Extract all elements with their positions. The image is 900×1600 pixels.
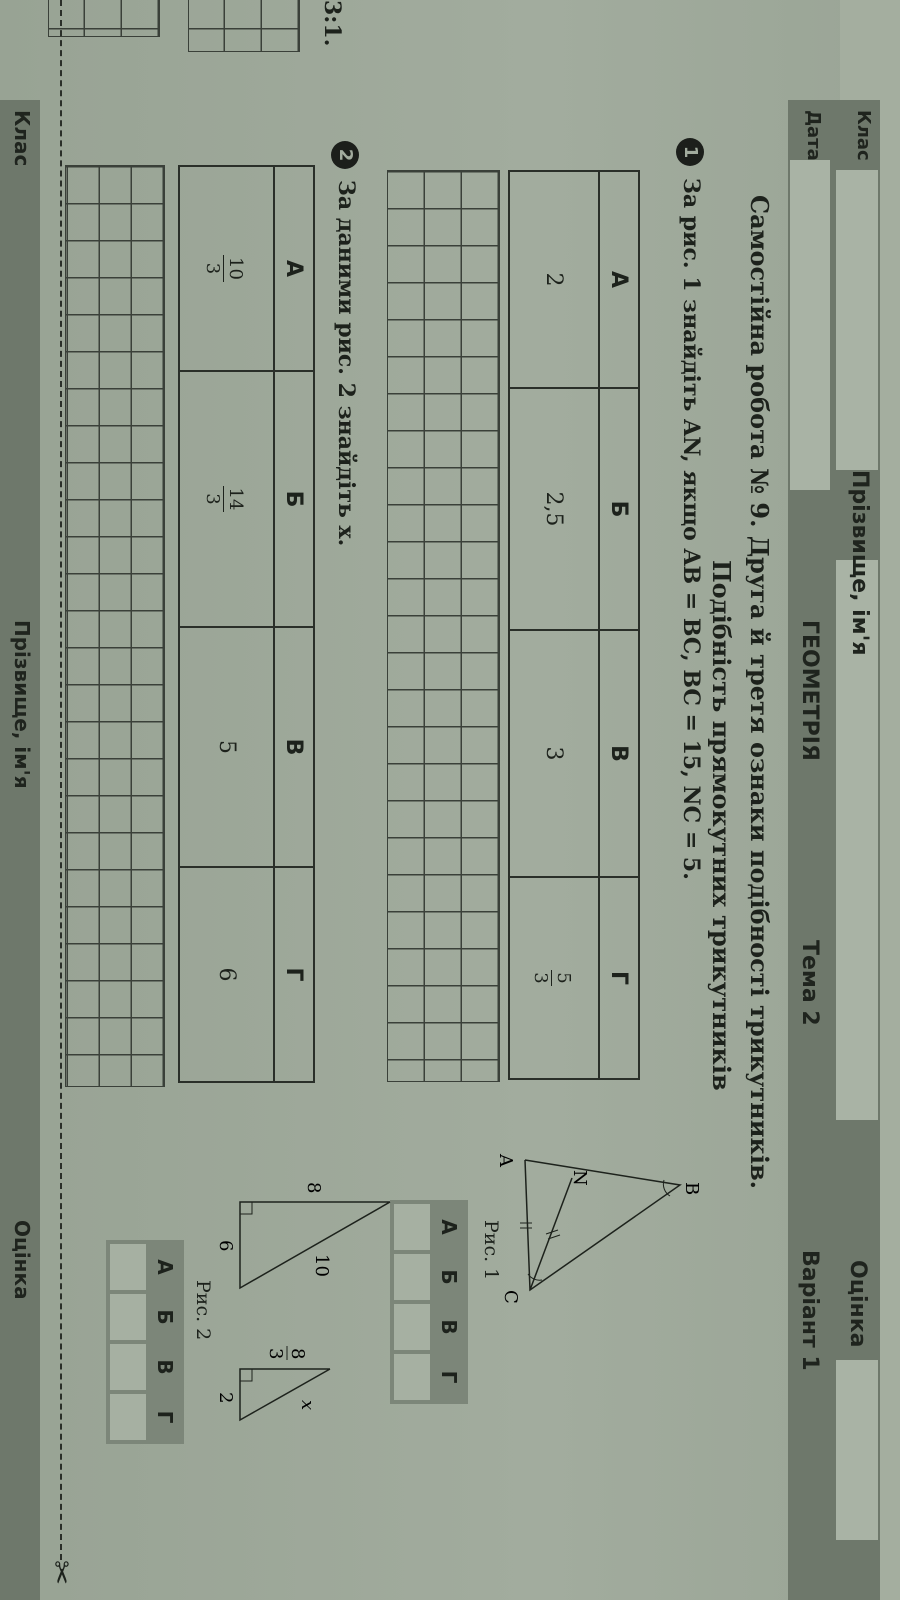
option-b-value: 2,5 [509, 388, 599, 630]
previous-page-grid [188, 0, 300, 52]
answer-box-d[interactable] [110, 1394, 146, 1440]
option-b-header: Б [599, 388, 639, 630]
option-d-header: Г [274, 867, 314, 1082]
cut-line [60, 0, 62, 1560]
previous-page-grid [48, 0, 160, 37]
big-hypotenuse-10: 10 [311, 1254, 332, 1277]
footer-name-label: Прізвище, ім'я [10, 620, 34, 789]
answer-letter: В [434, 1304, 464, 1350]
answer-letter: А [150, 1244, 180, 1290]
denominator: 3 [202, 493, 224, 505]
figure-2-triangles: 8 6 10 8 3 2 x [215, 1182, 391, 1422]
topic-label: Тема 2 [797, 940, 822, 1026]
name-label: Прізвище, ім'я [847, 470, 872, 656]
small-leg-numerator: 8 [287, 1348, 308, 1359]
small-leg-denominator: 3 [265, 1348, 286, 1359]
option-a-value: 10 3 [179, 166, 274, 371]
worksheet-title: Самостійна робота № 9. Друга й третя озн… [745, 195, 774, 1189]
subject-label: ГЕОМЕТРІЯ [797, 620, 822, 761]
answer-letter: Б [150, 1294, 180, 1340]
task-number-1: 1 [676, 138, 704, 166]
answer-letter: Б [434, 1254, 464, 1300]
option-b-header: Б [274, 371, 314, 627]
answer-box-b[interactable] [110, 1294, 146, 1340]
footer-strip [0, 100, 40, 1600]
class-label: Клас [853, 110, 874, 161]
answer-letter: Г [434, 1354, 464, 1400]
option-a-header: А [599, 171, 639, 388]
grade-label: Оцінка [845, 1260, 870, 1348]
answer-letter: А [434, 1204, 464, 1250]
date-field[interactable] [790, 160, 830, 490]
vertex-label-a: A [495, 1153, 516, 1168]
task-1-work-grid[interactable] [387, 170, 500, 1082]
task-2-options-table: А Б В Г 10 3 14 3 5 6 [178, 165, 315, 1083]
vertex-label-b: B [681, 1182, 700, 1195]
task-2-answer-boxes: А Б В Г [106, 1240, 184, 1444]
small-leg-2: 2 [215, 1392, 236, 1403]
figure-2-caption: Рис. 2 [192, 1280, 214, 1341]
option-a-value: 2 [509, 171, 599, 388]
unknown-x: x [297, 1400, 318, 1410]
scissors-icon: ✂ [43, 1560, 78, 1586]
answer-box-a[interactable] [110, 1244, 146, 1290]
option-c-value: 3 [509, 630, 599, 877]
option-a-header: А [274, 166, 314, 371]
task-2-work-grid[interactable] [65, 165, 165, 1087]
option-b-value: 14 3 [179, 371, 274, 627]
answer-box-c[interactable] [110, 1344, 146, 1390]
denominator: 3 [202, 262, 224, 275]
numerator: 10 [223, 255, 247, 282]
denominator: 3 [530, 972, 551, 984]
big-leg-8: 8 [303, 1182, 324, 1193]
figure-1-triangle: A B C N [495, 1153, 700, 1304]
option-d-header: Г [599, 877, 639, 1079]
name-field[interactable] [836, 170, 878, 470]
footer-class-label: Клас [10, 110, 34, 167]
answer-letter: В [150, 1344, 180, 1390]
worksheet-subtitle: Подібність прямокутних трикутників [707, 560, 736, 1091]
option-c-value: 5 [179, 627, 274, 867]
option-c-header: В [599, 630, 639, 877]
footer-grade-label: Оцінка [10, 1220, 34, 1300]
grade-field[interactable] [836, 1360, 878, 1540]
task-2-text: За даними рис. 2 знайдіть x. [333, 180, 359, 547]
vertex-label-n: N [569, 1170, 590, 1186]
numerator: 14 [223, 485, 247, 513]
vertex-label-c: C [500, 1290, 521, 1304]
numerator: 5 [551, 970, 574, 986]
option-d-value: 6 [179, 867, 274, 1082]
answer-letter: Г [150, 1394, 180, 1440]
big-leg-6: 6 [215, 1240, 236, 1251]
figure-1-caption: Рис. 1 [480, 1220, 502, 1281]
task-number-2: 2 [331, 141, 359, 169]
option-c-header: В [274, 627, 314, 867]
task-1-text: За рис. 1 знайдіть AN, якщо AB = BC, BC … [678, 178, 704, 880]
date-label: Дата [803, 110, 824, 161]
previous-page-text: 3:1. [319, 0, 345, 47]
variant-label: Варіант 1 [797, 1250, 822, 1371]
